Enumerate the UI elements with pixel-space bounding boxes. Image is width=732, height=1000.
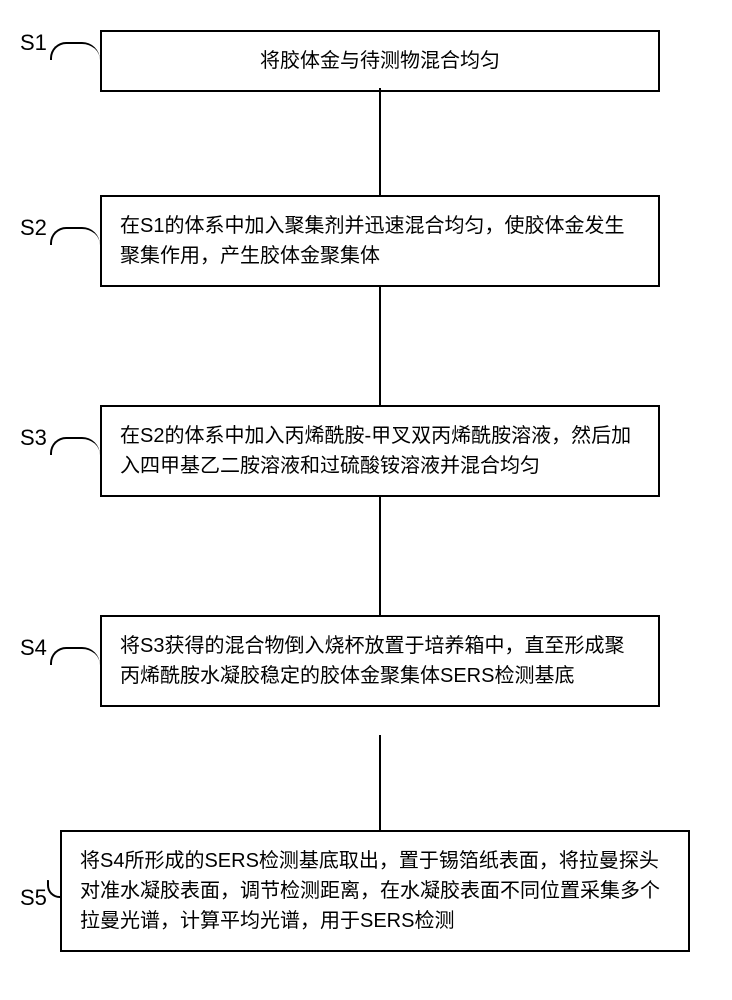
label-curve-s2 <box>50 227 100 245</box>
step-label-s3: S3 <box>20 425 47 451</box>
step-label-text: S5 <box>20 885 47 910</box>
step-text: 在S1的体系中加入聚集剂并迅速混合均匀，使胶体金发生聚集作用，产生胶体金聚集体 <box>120 215 624 267</box>
label-curve-s4 <box>50 647 100 665</box>
connector-s4-s5 <box>379 735 381 830</box>
step-text: 将胶体金与待测物混合均匀 <box>260 50 500 72</box>
step-box-s1: 将胶体金与待测物混合均匀 <box>100 30 660 92</box>
step-text: 在S2的体系中加入丙烯酰胺-甲叉双丙烯酰胺溶液，然后加入四甲基乙二胺溶液和过硫酸… <box>120 425 631 477</box>
flowchart: S1 将胶体金与待测物混合均匀 S2 在S1的体系中加入聚集剂并迅速混合均匀，使… <box>0 0 732 1000</box>
connector-s3-s4 <box>379 497 381 615</box>
step-label-s2: S2 <box>20 215 47 241</box>
step-box-s2: 在S1的体系中加入聚集剂并迅速混合均匀，使胶体金发生聚集作用，产生胶体金聚集体 <box>100 195 660 287</box>
step-box-s3: 在S2的体系中加入丙烯酰胺-甲叉双丙烯酰胺溶液，然后加入四甲基乙二胺溶液和过硫酸… <box>100 405 660 497</box>
step-text: 将S4所形成的SERS检测基底取出，置于锡箔纸表面，将拉曼探头对准水凝胶表面，调… <box>80 850 660 932</box>
step-label-s4: S4 <box>20 635 47 661</box>
step-box-s5: 将S4所形成的SERS检测基底取出，置于锡箔纸表面，将拉曼探头对准水凝胶表面，调… <box>60 830 690 952</box>
step-label-s5: S5 <box>20 885 47 911</box>
step-text: 将S3获得的混合物倒入烧杯放置于培养箱中，直至形成聚丙烯酰胺水凝胶稳定的胶体金聚… <box>120 635 624 687</box>
step-label-s1: S1 <box>20 30 47 56</box>
connector-s1-s2 <box>379 88 381 195</box>
step-label-text: S3 <box>20 425 47 450</box>
step-label-text: S1 <box>20 30 47 55</box>
step-label-text: S4 <box>20 635 47 660</box>
label-curve-s1 <box>50 42 100 60</box>
step-label-text: S2 <box>20 215 47 240</box>
label-curve-s3 <box>50 437 100 455</box>
label-curve-s5 <box>47 880 61 898</box>
step-box-s4: 将S3获得的混合物倒入烧杯放置于培养箱中，直至形成聚丙烯酰胺水凝胶稳定的胶体金聚… <box>100 615 660 707</box>
connector-s2-s3 <box>379 287 381 405</box>
